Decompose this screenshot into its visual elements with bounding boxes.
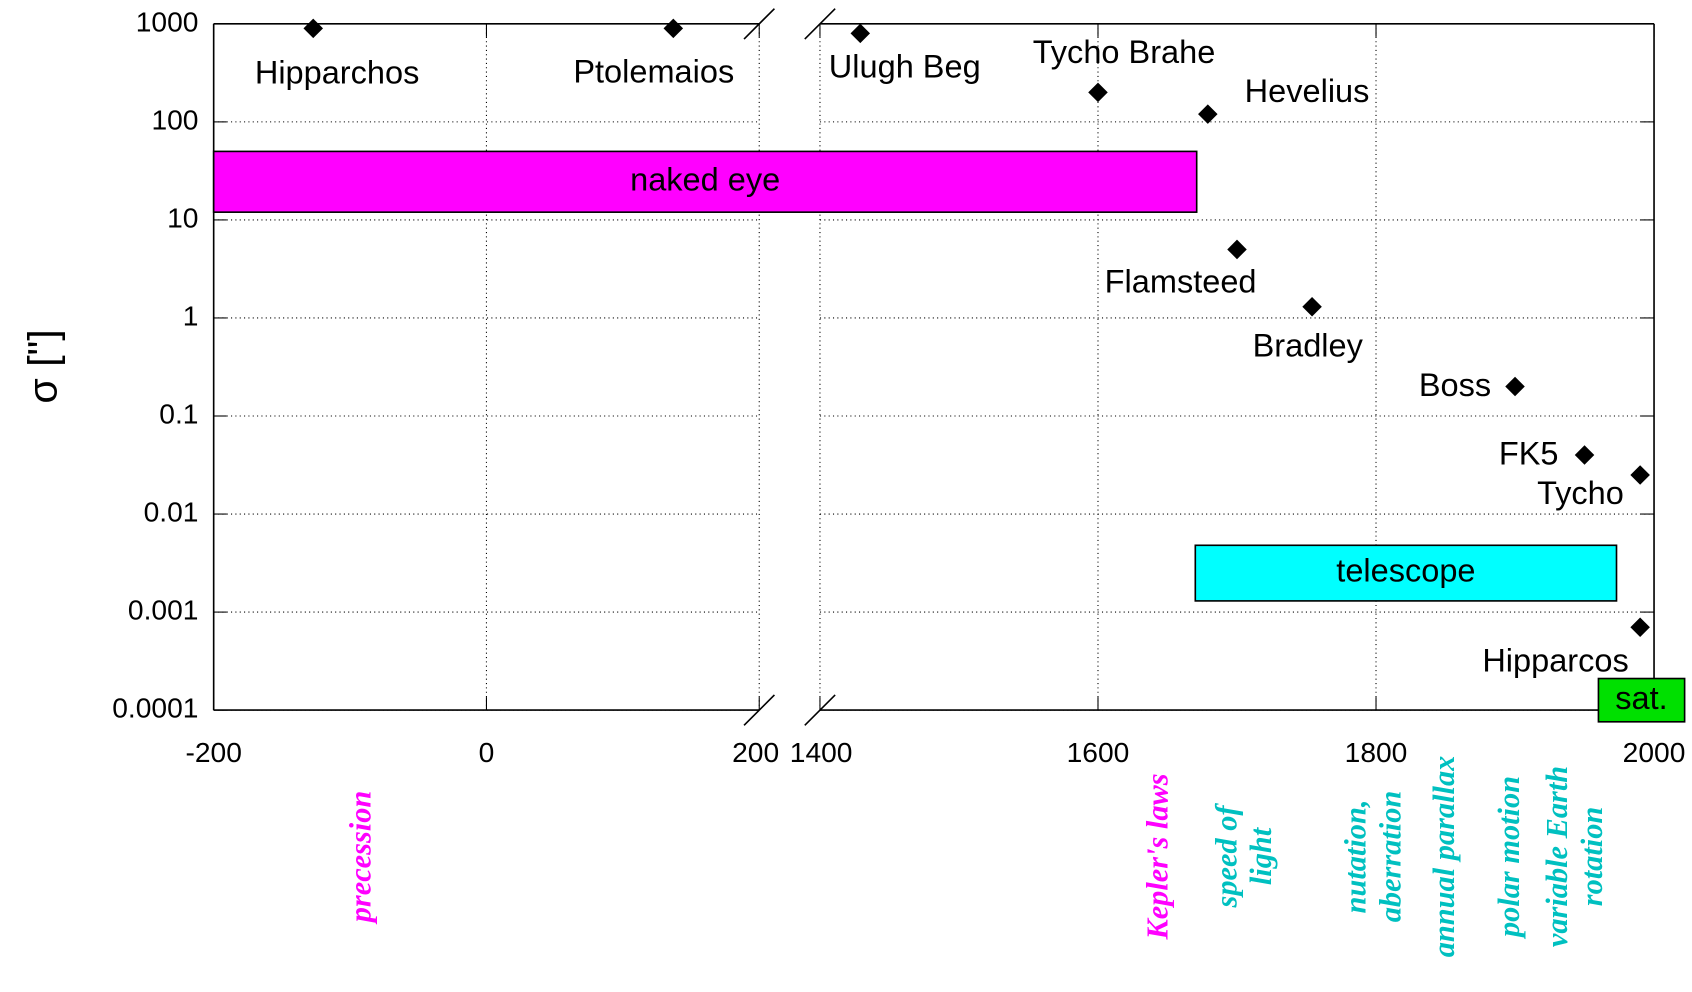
- point-label: Tycho Brahe: [1033, 34, 1216, 70]
- point: [850, 23, 871, 44]
- axis-break: [743, 694, 775, 726]
- y-tick-label: 0.001: [128, 594, 199, 626]
- axis-break: [804, 8, 836, 40]
- point: [1302, 297, 1322, 317]
- annotation: nutation,aberration: [1339, 791, 1408, 923]
- point-label: Tycho: [1537, 475, 1624, 511]
- annotation: Kepler's laws: [1141, 773, 1175, 940]
- y-tick-label: 0.01: [144, 496, 199, 528]
- y-tick-label: 100: [151, 103, 198, 135]
- point: [303, 18, 323, 39]
- point-label: Hipparcos: [1482, 643, 1628, 679]
- band-label: telescope: [1336, 553, 1475, 589]
- point: [663, 18, 684, 39]
- y-tick-label: 1: [183, 299, 199, 331]
- x-tick-label: 1600: [1067, 736, 1130, 768]
- point-label: Hevelius: [1245, 73, 1370, 109]
- point-label: Ptolemaios: [573, 53, 734, 89]
- point-label: Bradley: [1253, 328, 1364, 364]
- point: [1630, 617, 1650, 638]
- x-tick-label: -200: [185, 736, 241, 768]
- annotation: polar motion: [1492, 776, 1526, 940]
- point-label: Ulugh Beg: [829, 49, 981, 85]
- point-label: Hipparchos: [255, 55, 420, 91]
- annotation: annual parallax: [1427, 756, 1461, 958]
- axis-break: [804, 694, 836, 726]
- point-label: Boss: [1419, 367, 1491, 403]
- x-tick-label: 2000: [1623, 736, 1686, 768]
- band: [212, 150, 1198, 213]
- annotation: variable Earthrotation: [1540, 766, 1609, 947]
- annotation: speed oflight: [1209, 803, 1278, 909]
- y-axis-label: σ ["]: [19, 329, 65, 403]
- y-tick-label: 1000: [136, 5, 199, 37]
- x-tick-label: 0: [479, 736, 495, 768]
- band-label: naked eye: [630, 161, 780, 197]
- y-tick-label: 10: [167, 201, 198, 233]
- band: [1597, 677, 1686, 723]
- point: [1574, 445, 1595, 465]
- point-label: FK5: [1499, 436, 1559, 472]
- x-tick-label: 200: [732, 736, 779, 768]
- x-tick-label: 1400: [790, 736, 853, 768]
- band-label: sat.: [1615, 680, 1667, 716]
- band: [1194, 544, 1618, 602]
- point: [1088, 82, 1108, 103]
- y-tick-label: 0.1: [159, 397, 198, 429]
- x-tick-label: 1800: [1345, 736, 1408, 768]
- y-tick-label: 0.0001: [112, 692, 198, 724]
- point: [1505, 376, 1525, 397]
- point: [1227, 239, 1247, 260]
- axis-break: [743, 8, 775, 40]
- point-label: Flamsteed: [1105, 264, 1257, 300]
- point: [1630, 465, 1650, 485]
- point: [1198, 104, 1218, 124]
- annotation: precession: [344, 791, 378, 926]
